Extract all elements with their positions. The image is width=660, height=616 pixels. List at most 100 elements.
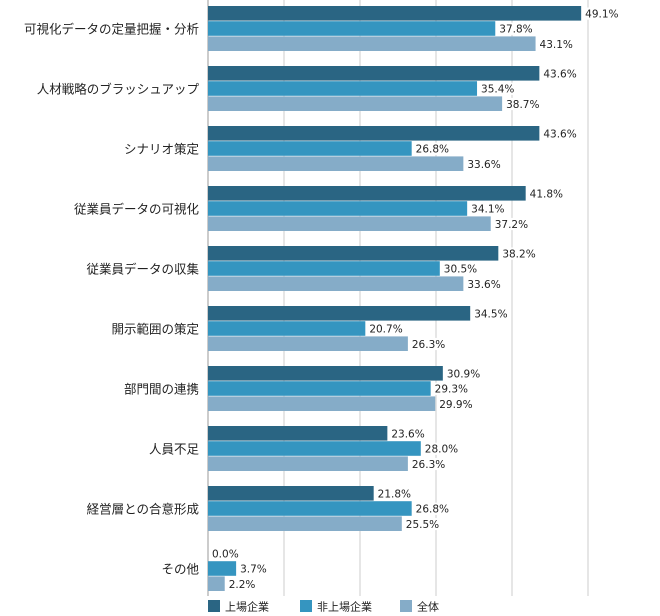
labels: 可視化データの定量把握・分析 49.1% 37.8% 43.1% 人材戦略のブラッシュア… [24,7,621,591]
value-label-bg [504,97,542,111]
value-label-bg [500,247,538,260]
category-label: シナリオ策定 [124,141,199,156]
value-label-bg [583,7,621,20]
bar [208,561,237,576]
value-label-bg [238,562,269,575]
value-label: 29.9% [439,399,472,411]
value-label: 38.7% [506,99,539,111]
value-label-bg [226,577,258,591]
value-label: 49.1% [585,8,618,20]
bar [208,66,540,81]
legend-swatch [300,600,312,612]
bar [208,126,540,141]
value-label: 43.6% [543,128,576,140]
value-label: 37.2% [495,219,528,231]
bar [208,516,402,531]
value-label: 26.3% [412,339,445,351]
value-label-bg [469,202,507,215]
bar [208,366,443,381]
value-label: 33.6% [467,279,500,291]
value-label: 3.7% [240,564,267,576]
value-label-bg [409,457,448,471]
bar [208,21,496,36]
value-label-bg [479,82,517,95]
bar [208,321,366,336]
bar [208,96,503,111]
value-label-bg [465,157,503,171]
legend-label: 全体 [417,600,439,614]
value-label: 0.0% [212,548,239,560]
bar [208,36,536,51]
value-label: 21.8% [378,488,411,500]
value-label-bg [472,307,510,320]
value-label-bg [432,382,471,395]
bar [208,246,499,261]
value-label-bg [537,37,575,51]
value-label-bg [413,502,452,515]
bar [208,141,412,156]
bars [208,6,582,591]
bar [208,261,440,276]
value-label-bg [389,427,427,440]
value-label-bg [375,487,414,500]
bar [208,306,471,321]
value-label-bg [413,142,452,155]
value-label: 37.8% [499,24,532,36]
value-label: 20.7% [369,324,402,336]
bar [208,501,412,516]
value-label-bg [403,517,442,531]
category-label: 人材戦略のブラッシュアップ [37,81,200,96]
bar [208,441,421,456]
value-label: 26.8% [416,144,449,156]
bar [208,216,491,231]
bar [208,276,464,291]
bar [208,426,388,441]
legend-label: 上場企業 [225,600,269,614]
legend-swatch [208,600,220,612]
value-label-bg [444,367,483,380]
value-label: 35.4% [481,84,514,96]
value-label-bg [527,187,566,200]
value-label-bg [465,277,503,291]
legend: 上場企業 非上場企業 全体 [208,600,439,614]
value-label: 38.2% [502,248,535,260]
value-label: 30.9% [447,368,480,380]
value-label: 34.5% [474,308,507,320]
value-label: 30.5% [444,264,477,276]
value-label: 41.8% [530,188,563,200]
value-label: 23.6% [391,428,424,440]
value-label: 34.1% [471,204,504,216]
legend-swatch [400,600,412,612]
category-label: 従業員データの収集 [86,261,199,276]
bar [208,576,225,591]
bar [208,81,478,96]
category-label: 部門間の連携 [124,381,199,396]
value-label: 33.6% [467,159,500,171]
category-label: その他 [161,561,199,576]
bar [208,186,526,201]
category-label: 人員不足 [149,441,200,456]
value-label: 26.3% [412,459,445,471]
bar [208,336,408,351]
bar [208,486,374,501]
category-label: 可視化データの定量把握・分析 [24,21,199,36]
category-label: 従業員データの可視化 [74,201,200,216]
value-label-bg [422,442,461,455]
value-label-bg [541,127,579,140]
value-label-bg [497,22,535,35]
bar [208,396,436,411]
value-label-bg [541,67,579,80]
bar [208,456,408,471]
bar [208,381,431,396]
value-label: 25.5% [406,519,439,531]
bar [208,201,468,216]
value-label-bg [210,547,241,560]
value-label: 43.1% [540,39,573,51]
value-label: 28.0% [425,444,458,456]
category-label: 経営層との合意形成 [87,501,199,516]
bar [208,6,582,21]
bar [208,156,464,171]
value-label: 2.2% [229,579,256,591]
value-label: 26.8% [416,504,449,516]
